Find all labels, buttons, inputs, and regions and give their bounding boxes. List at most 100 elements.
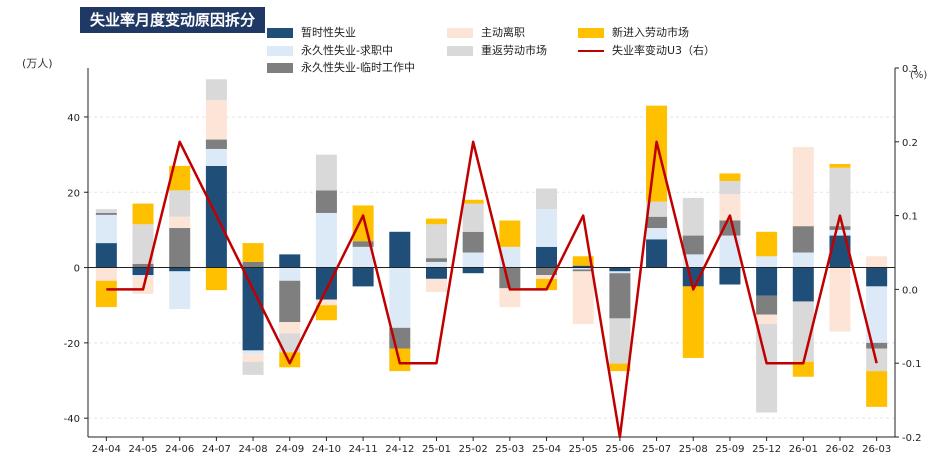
x-tick-label: 25-07 — [642, 444, 671, 455]
x-tick-label: 25-06 — [605, 444, 634, 455]
bar-segment — [315, 212, 337, 268]
bar-segment — [609, 271, 631, 274]
bar-segment — [572, 271, 594, 325]
bar-segment — [169, 216, 191, 229]
bar-segment — [536, 188, 558, 210]
bar-segment — [242, 267, 264, 351]
chart-title: 失业率月度变动原因拆分 — [80, 7, 266, 33]
bar-segment — [462, 231, 484, 253]
bar-segment — [425, 224, 447, 259]
legend-swatch — [267, 63, 293, 73]
bar-segment — [462, 252, 484, 268]
bar-segment — [425, 218, 447, 225]
bar-segment — [95, 243, 117, 268]
bar-segment — [719, 194, 741, 221]
bar-segment — [719, 180, 741, 195]
legend-item-quit: 主动离职 — [447, 24, 525, 40]
bar-segment — [792, 226, 814, 253]
bar-segment — [756, 295, 778, 315]
bar-segment — [829, 164, 851, 168]
bar-segment — [609, 267, 631, 272]
bar-segment — [389, 267, 411, 328]
x-tick-label: 25-01 — [422, 444, 451, 455]
x-tick-label: 24-10 — [312, 444, 341, 455]
bar-segment — [95, 267, 117, 281]
bar-segment — [646, 105, 668, 202]
x-tick-label: 25-05 — [569, 444, 598, 455]
bar-segment — [95, 209, 117, 213]
bar-segment — [572, 256, 594, 266]
bar-segment — [462, 267, 484, 274]
bar-segment — [315, 267, 337, 300]
bar-segment — [169, 228, 191, 268]
bar-segment — [205, 100, 227, 140]
bar-segment — [352, 267, 374, 287]
bar-segment — [132, 263, 154, 268]
bar-segment — [169, 190, 191, 217]
legend-item-permanent-seeking: 永久性失业-求职中 — [267, 42, 393, 58]
bar-segment — [352, 241, 374, 247]
x-tick-label: 25-09 — [715, 444, 744, 455]
bar-segment — [279, 267, 301, 281]
left-tick-label: -20 — [64, 339, 80, 350]
legend-item-new-entrant: 新进入劳动市场 — [578, 24, 689, 40]
x-tick-label: 25-03 — [495, 444, 524, 455]
bar-segment — [609, 318, 631, 364]
bar-segment — [462, 199, 484, 204]
bar-segment — [866, 371, 888, 407]
bar-segment — [499, 220, 521, 247]
bar-segment — [572, 269, 594, 272]
bar-segment — [242, 243, 264, 262]
legend-item-temporary: 暂时性失业 — [267, 24, 356, 40]
bar-segment — [425, 278, 447, 293]
x-tick-label: 24-06 — [165, 444, 194, 455]
legend-item-reentrant: 重返劳动市场 — [447, 42, 547, 58]
x-tick-label: 24-09 — [275, 444, 304, 455]
bar-segment — [352, 205, 374, 242]
left-tick-label: 20 — [67, 188, 80, 199]
left-tick-label: 0 — [74, 264, 80, 275]
x-tick-label: 26-03 — [862, 444, 891, 455]
bar-segment — [132, 275, 154, 277]
bar-segment — [132, 203, 154, 225]
legend-swatch — [447, 28, 473, 38]
bar-segment — [829, 235, 851, 268]
bar-segment — [389, 231, 411, 268]
bar-segment — [279, 352, 301, 368]
x-tick-label: 26-02 — [825, 444, 854, 455]
bar-segment — [315, 190, 337, 213]
bar-segment — [792, 147, 814, 227]
legend-line-swatch — [578, 50, 604, 52]
left-tick-label: 40 — [67, 113, 80, 124]
bar-segment — [315, 154, 337, 191]
bar-segment — [646, 239, 668, 268]
bar-segment — [829, 229, 851, 236]
bar-segment — [792, 361, 814, 377]
x-tick-label: 24-04 — [92, 444, 121, 455]
bar-segment — [829, 267, 851, 332]
legend-swatch — [578, 28, 604, 38]
bar-segment — [205, 267, 227, 291]
bar-segment — [279, 333, 301, 353]
bar-segment — [536, 246, 558, 268]
bar-segment — [315, 299, 337, 306]
bar-segment — [609, 363, 631, 372]
right-tick-label: -0.1 — [902, 359, 922, 370]
bar-segment — [169, 165, 191, 191]
bar-segment — [536, 209, 558, 247]
bar-segment — [169, 267, 191, 272]
bar-segment — [425, 267, 447, 279]
bar-segment — [242, 354, 264, 362]
x-tick-label: 24-12 — [385, 444, 414, 455]
bar-segment — [646, 216, 668, 229]
bar-segment — [572, 265, 594, 268]
x-tick-label: 24-11 — [349, 444, 378, 455]
bar-segment — [205, 148, 227, 166]
bar-segment — [499, 246, 521, 268]
bar-segment — [425, 261, 447, 268]
x-tick-label: 25-12 — [752, 444, 781, 455]
bar-segment — [829, 226, 851, 230]
bar-segment — [719, 267, 741, 285]
bar-segment — [242, 261, 264, 268]
bar-segment — [95, 212, 117, 215]
